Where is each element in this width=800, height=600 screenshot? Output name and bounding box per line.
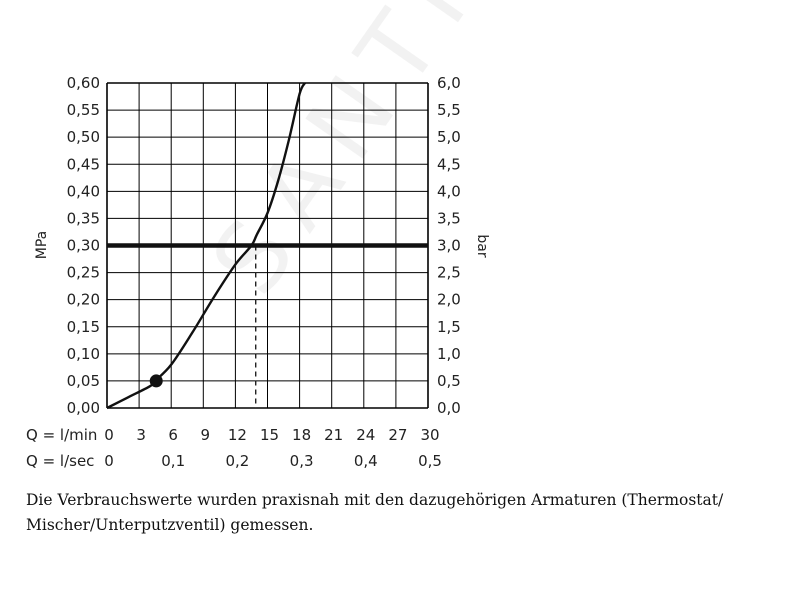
x-tick-lsec: 0 [104,452,114,470]
right-tick-label: 6,0 [437,74,461,92]
x-tick-lmin: 27 [388,426,407,444]
right-tick-label: 3,0 [437,237,461,255]
left-tick-label: 0,05 [67,372,100,390]
reference-line-group [107,243,428,408]
x-tick-lmin: 18 [292,426,311,444]
left-tick-label: 0,10 [67,345,100,363]
left-tick-label: 0,15 [67,318,100,336]
x-tick-lsec: 0,1 [161,452,185,470]
left-tick-label: 0,25 [67,264,100,282]
left-tick-label: 0,30 [67,237,100,255]
flow-pressure-chart: 0,000,050,100,150,200,250,300,350,400,45… [26,74,490,470]
x-tick-lmin: 15 [260,426,279,444]
left-axis-label: MPa [34,231,50,259]
x-tick-lmin: 24 [356,426,375,444]
right-tick-label: 5,5 [437,101,461,119]
right-tick-label: 0,0 [437,399,461,417]
x-axis-lmin-ticks: 0 3 6 9 12 15 18 21 24 27 30 [104,426,439,444]
x-axis-lmin-label: Q = l/min [26,426,97,444]
right-tick-label: 1,5 [437,318,461,336]
x-tick-lmin: 0 [104,426,114,444]
right-tick-label: 2,0 [437,291,461,309]
caption-text: Die Verbrauchswerte wurden praxisnah mit… [26,491,724,534]
left-tick-label: 0,60 [67,74,100,92]
left-axis-ticks: 0,00 0,05 0,10 0,15 0,20 0,25 0,30 0,35 0,40 0,45… [67,74,100,417]
marker-point [149,374,163,388]
x-tick-lsec: 0,5 [418,452,442,470]
x-tick-lmin: 12 [228,426,247,444]
left-tick-label: 0,00 [67,399,100,417]
left-tick-label: 0,55 [67,101,100,119]
right-axis-label: bar [474,234,490,257]
left-tick-label: 0,20 [67,291,100,309]
x-tick-lsec: 0,2 [225,452,249,470]
right-tick-label: 2,5 [437,264,461,282]
x-tick-lmin: 21 [324,426,343,444]
right-tick-label: 4,5 [437,155,461,173]
x-tick-lmin: 3 [136,426,146,444]
curve-group [106,82,307,410]
x-tick-lmin: 6 [168,426,178,444]
right-tick-label: 0,5 [437,372,461,390]
x-axis-lsec-label: Q = l/sec [26,452,94,470]
left-tick-label: 0,50 [67,128,100,146]
x-tick-lsec: 0,4 [354,452,378,470]
x-tick-lsec: 0,3 [290,452,314,470]
right-tick-label: 3,5 [437,209,461,227]
right-tick-label: 5,0 [437,128,461,146]
x-axis-lsec-ticks: 0 0,1 0,2 0,3 0,4 0,5 [104,452,442,470]
left-tick-label: 0,40 [67,182,100,200]
right-tick-label: 1,0 [437,345,461,363]
right-tick-label: 4,0 [437,182,461,200]
left-tick-label: 0,35 [67,209,100,227]
left-tick-label: 0,45 [67,155,100,173]
x-tick-lmin: 30 [420,426,439,444]
x-tick-lmin: 9 [201,426,211,444]
right-axis-ticks: 0,0 0,5 1,0 1,5 2,0 2,5 3,0 3,5 4,0 4,5 5,0 5,5 6,0 [437,74,461,417]
